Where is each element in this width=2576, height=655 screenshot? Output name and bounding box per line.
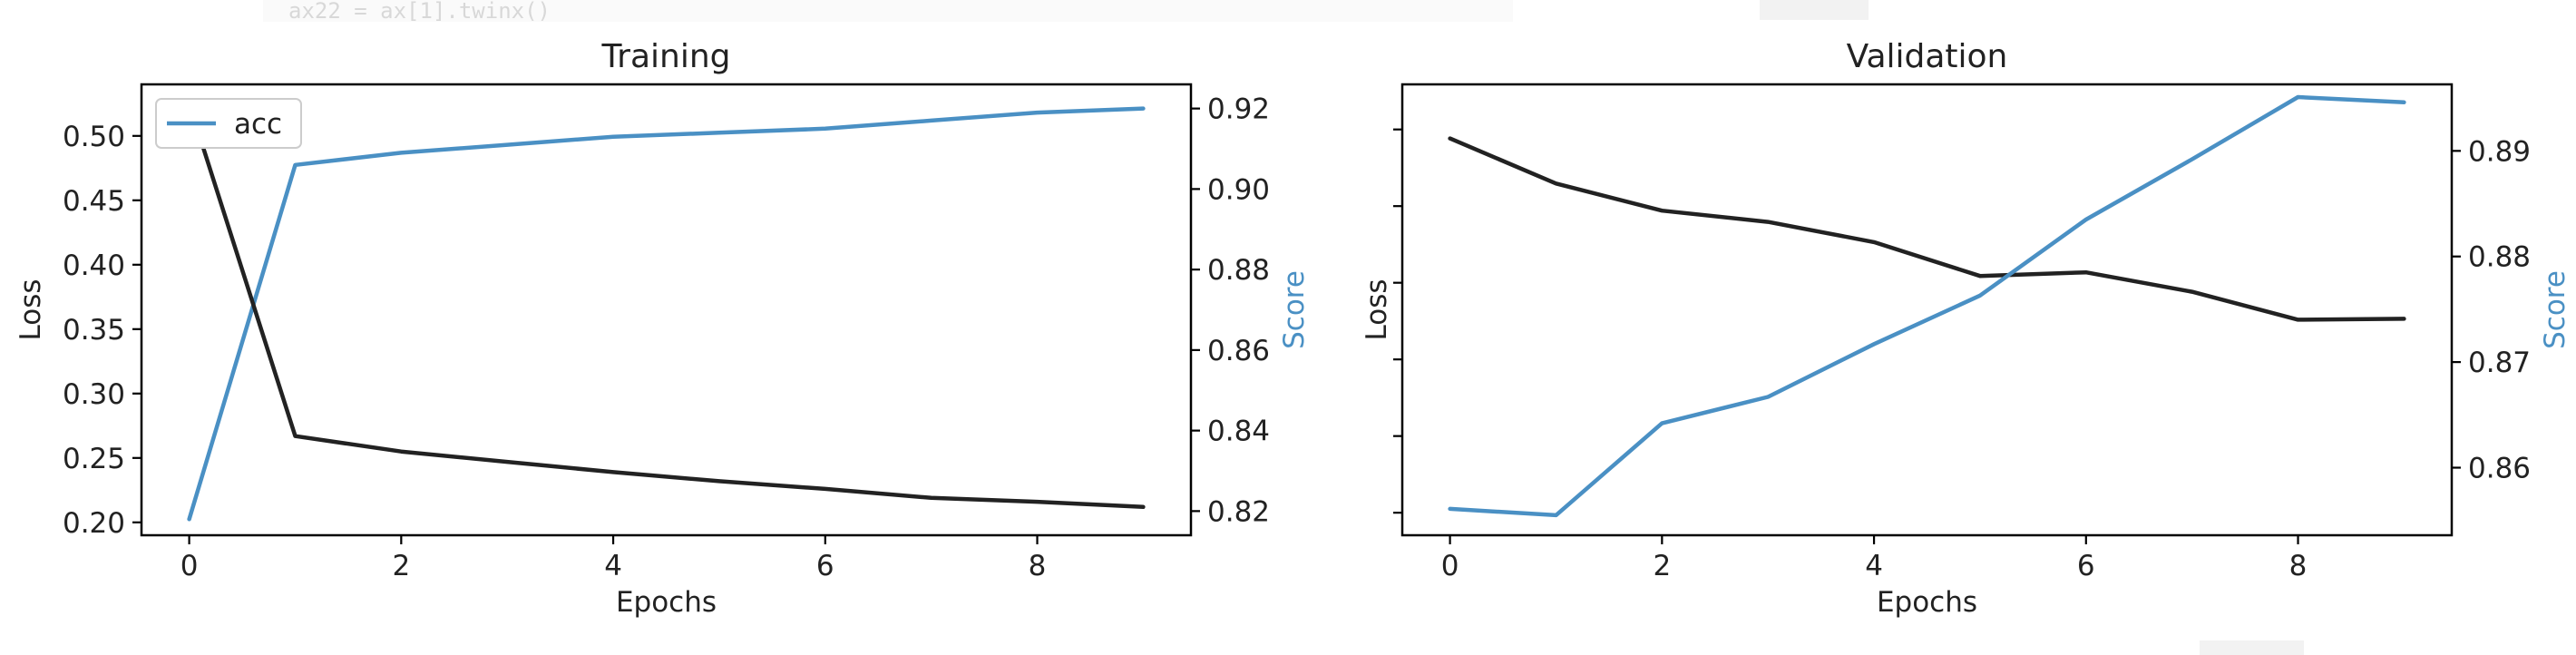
toolbar-fragment xyxy=(1760,0,1869,20)
x-tick-label: 0 xyxy=(181,550,199,582)
y-axis-label-left: Loss xyxy=(15,279,47,341)
chart-panel-validation: 0 2 4 6 8 0.86 0.87 0.88 0.89 Validation Epochs Los… xyxy=(1361,38,2571,619)
chart-title: Training xyxy=(600,38,730,75)
legend-box xyxy=(155,98,302,149)
y-tick-label-right: 0.89 xyxy=(2468,135,2531,168)
x-axis-label: Epochs xyxy=(1877,586,1977,619)
x-tick-label: 4 xyxy=(1865,550,1883,582)
y-tick-label-right: 0.87 xyxy=(2468,347,2531,379)
x-tick-label: 8 xyxy=(2289,550,2308,582)
y-tick-label-right: 0.86 xyxy=(1207,335,1270,367)
y-tick-label-left: 0.40 xyxy=(63,249,125,282)
y-tick-label-left: 0.20 xyxy=(63,507,125,540)
y-axis-label-right: Score xyxy=(2539,270,2571,349)
series-line-acc xyxy=(187,106,1146,522)
plot-frame xyxy=(1400,83,2454,537)
code-cell-fragment: ax22 = ax[1].twinx() xyxy=(263,0,1513,22)
y-axis-label-right: Score xyxy=(1278,270,1311,349)
y-tick-label-left: 0.50 xyxy=(63,121,125,153)
x-axis-label: Epochs xyxy=(616,586,717,619)
series-line-loss xyxy=(1448,136,2406,322)
series-line-score xyxy=(1448,94,2406,518)
y-tick-label-right: 0.92 xyxy=(1207,93,1270,126)
x-tick-label: 6 xyxy=(816,550,834,582)
y-tick-label-right: 0.82 xyxy=(1207,495,1270,528)
x-tick-label: 4 xyxy=(604,550,622,582)
chart-panel-training: 0 2 4 6 8 0.20 0.25 0.30 0.35 0.40 0.45 0.50 0.82 0.8… xyxy=(15,38,1311,619)
y-tick-label-left: 0.45 xyxy=(63,185,125,218)
x-tick-label: 2 xyxy=(392,550,410,582)
y-tick-label-left: 0.30 xyxy=(63,378,125,411)
y-tick-label-right: 0.90 xyxy=(1207,173,1270,206)
x-tick-label: 8 xyxy=(1029,550,1047,582)
x-tick-label: 6 xyxy=(2077,550,2095,582)
y-axis-label-left: Loss xyxy=(1361,279,1393,341)
plot-frame xyxy=(140,83,1193,537)
x-tick-label: 0 xyxy=(1441,550,1459,582)
output-scroll-fragment xyxy=(2200,640,2304,655)
y-tick-label-right: 0.88 xyxy=(1207,254,1270,287)
y-tick-label-left: 0.25 xyxy=(63,443,125,475)
y-tick-label-right: 0.84 xyxy=(1207,415,1270,448)
y-tick-label-right: 0.88 xyxy=(2468,241,2531,274)
y-tick-label-left: 0.35 xyxy=(63,314,125,347)
chart-title: Validation xyxy=(1847,38,2008,75)
legend-label: acc xyxy=(234,108,282,141)
y-tick-label-right: 0.86 xyxy=(2468,453,2531,485)
series-line-loss xyxy=(187,102,1146,510)
x-tick-label: 2 xyxy=(1653,550,1671,582)
